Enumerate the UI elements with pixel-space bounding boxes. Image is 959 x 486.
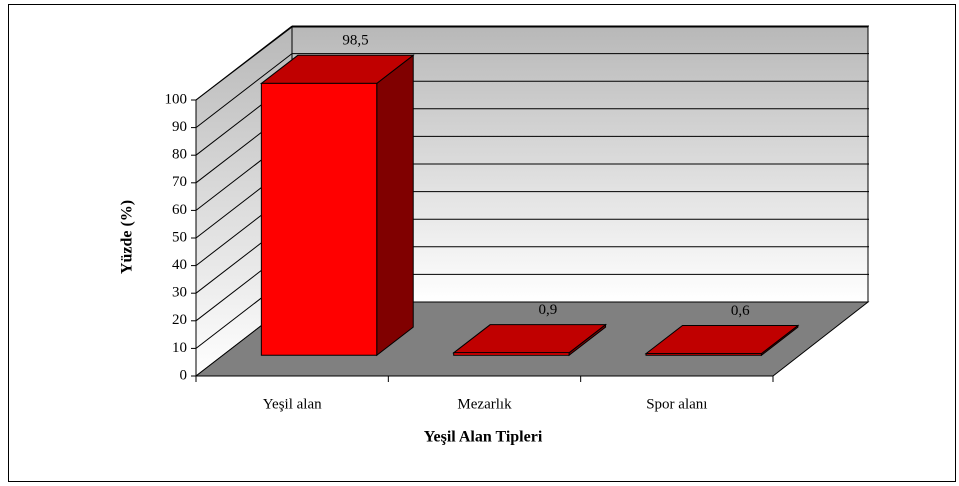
value-label: 0,6: [731, 303, 750, 319]
y-tick-label: 20: [172, 312, 187, 328]
y-tick-label: 80: [172, 147, 187, 163]
grid-line: [195, 25, 293, 101]
y-tick-label: 30: [172, 285, 187, 301]
bar-front: [645, 353, 762, 356]
value-label: 98,5: [342, 33, 368, 49]
value-label: 0,9: [538, 302, 557, 318]
y-tick-label: 60: [172, 202, 187, 218]
bar-front: [453, 352, 570, 356]
x-tick-label: Mezarlık: [457, 396, 512, 412]
y-tick-label: 50: [172, 229, 187, 245]
y-tick-label: 40: [172, 257, 187, 273]
y-axis-title: Yüzde (%): [119, 200, 136, 274]
y-tick-label: 0: [180, 367, 188, 383]
grid-line: [195, 53, 293, 128]
y-tick-label: 90: [172, 119, 187, 135]
y-tick-label: 70: [172, 174, 187, 190]
bar-side: [376, 54, 414, 357]
x-tick-label: Yeşil alan: [263, 396, 322, 412]
y-tick-label: 100: [165, 91, 188, 107]
y-tick-label: 10: [172, 340, 187, 356]
x-axis-title: Yeşil Alan Tipleri: [424, 429, 543, 446]
x-tick-label: Spor alanı: [646, 396, 707, 412]
bar-front: [260, 82, 378, 356]
